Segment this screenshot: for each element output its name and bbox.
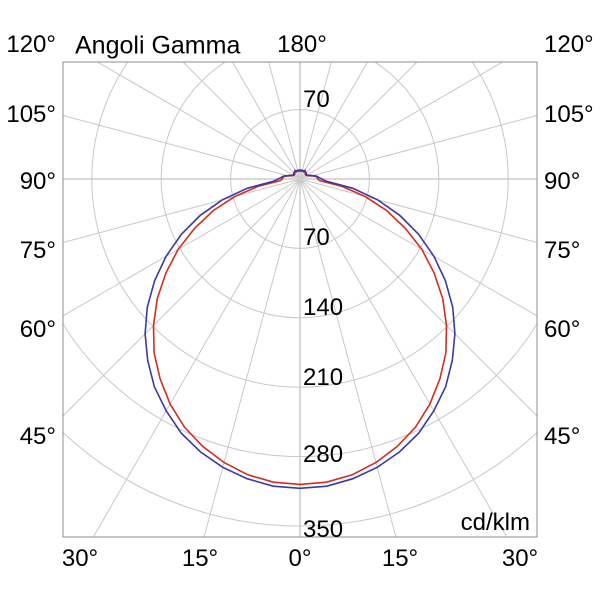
polar-spoke-line xyxy=(63,178,301,417)
polar-ring-70 xyxy=(230,109,370,249)
polar-ring-140 xyxy=(160,62,440,319)
gamma-axis-label-right-75: 75° xyxy=(544,237,581,264)
gamma-axis-label-bottom-4: 30° xyxy=(501,545,539,572)
gamma-axis-label-bottom-1: 15° xyxy=(181,545,219,572)
polar-spoke-line xyxy=(299,62,369,180)
polar-ring-210 xyxy=(91,62,509,388)
gamma-axis-label-bottom-2: 0° xyxy=(288,545,312,572)
polar-spoke-line xyxy=(63,114,301,180)
gamma-axis-label-right-45: 45° xyxy=(544,423,581,450)
gamma-axis-label-right-105: 105° xyxy=(544,101,594,128)
polar-spoke-line xyxy=(182,62,301,180)
gamma-axis-label-top-right-120: 120° xyxy=(544,31,594,58)
polar-spoke-line xyxy=(299,114,537,180)
plot-border xyxy=(62,61,538,538)
polar-spoke-line xyxy=(63,178,301,244)
gamma-axis-label-right-90: 90° xyxy=(544,168,581,195)
polar-spoke-line xyxy=(96,62,301,180)
polar-spoke-line xyxy=(231,62,301,180)
gamma-axis-label-left-45: 45° xyxy=(19,423,56,450)
polar-spoke-line xyxy=(203,178,301,537)
gamma-axis-label-left-60: 60° xyxy=(19,316,56,343)
gamma-axis-label-bottom-0: 30° xyxy=(61,545,99,572)
polar-spoke-line xyxy=(63,178,301,317)
gamma-axis-label-left-90: 90° xyxy=(19,168,56,195)
gamma-axis-label-right-60: 60° xyxy=(544,316,581,343)
polar-spoke-line xyxy=(299,62,504,180)
polar-spoke-line xyxy=(268,62,301,180)
chart-title: Angoli Gamma xyxy=(75,31,241,60)
radial-tick-label-4: 280 xyxy=(303,441,344,468)
curve-c0-plane xyxy=(152,170,448,486)
polar-spoke-line xyxy=(299,62,418,180)
polar-spoke-line xyxy=(299,178,537,244)
radial-tick-label-0: 70 xyxy=(303,86,330,113)
polar-ring-350 xyxy=(63,431,537,527)
polar-spoke-line xyxy=(299,62,332,180)
radial-tick-label-1: 70 xyxy=(303,224,330,251)
polar-ring-280 xyxy=(63,322,537,458)
polar-spoke-line xyxy=(299,178,508,537)
polar-spoke-line xyxy=(299,178,537,417)
gamma-axis-label-left-75: 75° xyxy=(19,237,56,264)
unit-label: cd/klm xyxy=(460,509,530,536)
polar-spoke-line xyxy=(92,178,301,537)
gamma-axis-label-bottom-3: 15° xyxy=(381,545,419,572)
gamma-axis-label-180: 180° xyxy=(277,31,327,58)
curve-c90-plane xyxy=(144,169,456,490)
polar-spoke-line xyxy=(299,178,537,317)
gamma-axis-label-left-105: 105° xyxy=(6,101,56,128)
radial-tick-label-5: 350 xyxy=(303,516,344,543)
radial-tick-label-3: 210 xyxy=(303,364,344,391)
radial-tick-label-2: 140 xyxy=(303,294,344,321)
gamma-axis-label-top-left-120: 120° xyxy=(6,31,56,58)
polar-spoke-line xyxy=(299,178,397,537)
